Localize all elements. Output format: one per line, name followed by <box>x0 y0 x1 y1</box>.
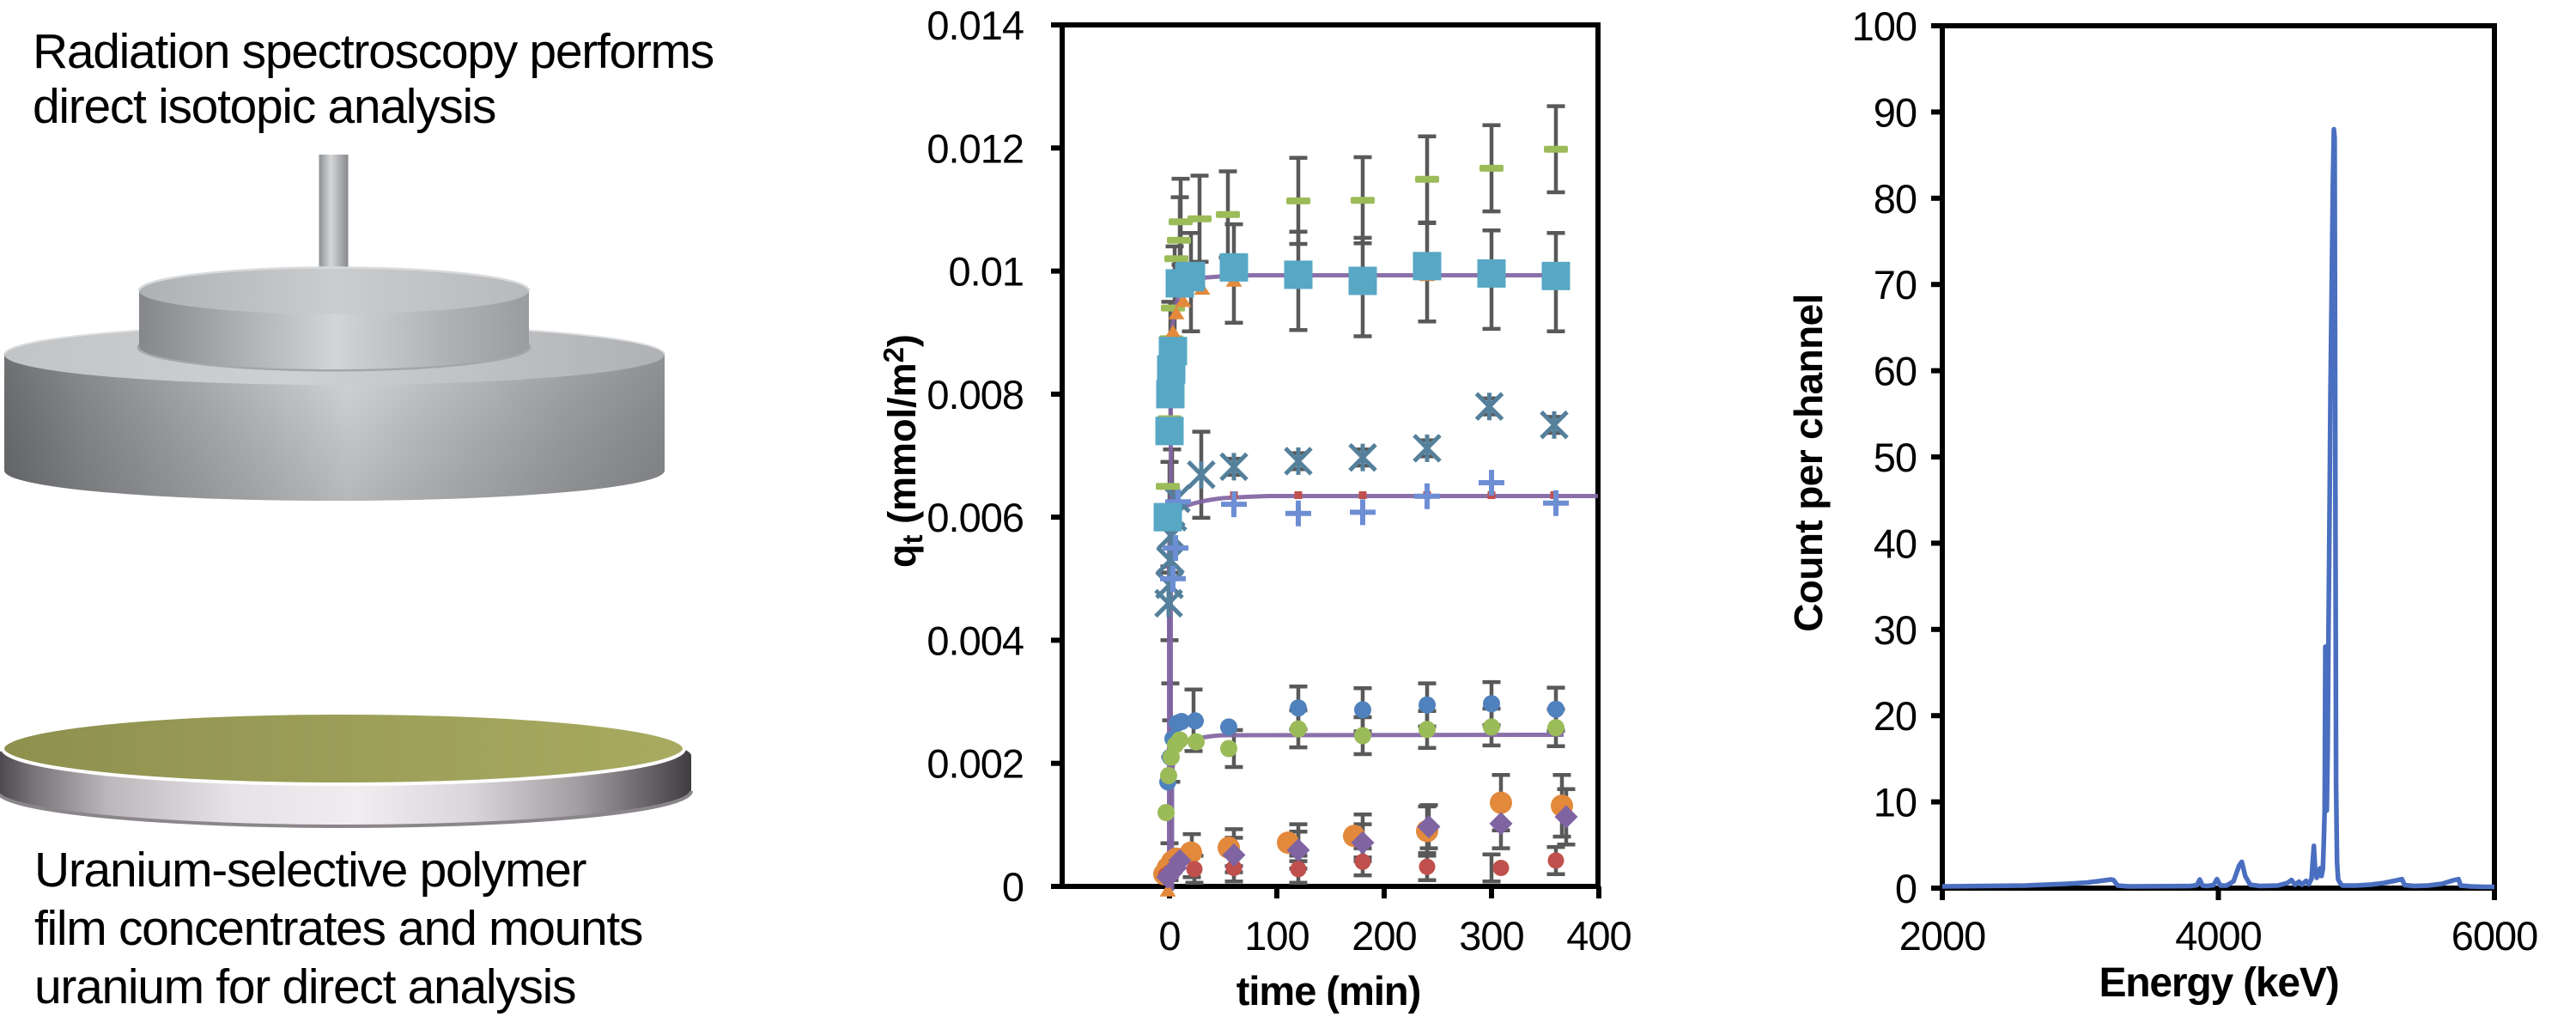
svg-text:300: 300 <box>1459 913 1523 959</box>
svg-text:qt (mmol/m2): qt (mmol/m2) <box>878 334 928 568</box>
svg-text:70: 70 <box>1874 262 1917 307</box>
svg-text:0.01: 0.01 <box>949 249 1024 295</box>
svg-text:100: 100 <box>1852 3 1917 49</box>
svg-text:40: 40 <box>1874 521 1917 566</box>
svg-text:Energy (keV): Energy (keV) <box>2099 960 2338 1006</box>
svg-text:0.006: 0.006 <box>927 495 1024 540</box>
svg-text:0.004: 0.004 <box>927 618 1024 663</box>
svg-text:4000: 4000 <box>2175 913 2262 959</box>
svg-text:0: 0 <box>1895 866 1917 911</box>
svg-text:50: 50 <box>1874 435 1917 480</box>
svg-text:10: 10 <box>1874 780 1917 825</box>
svg-text:0.002: 0.002 <box>927 741 1024 787</box>
svg-text:30: 30 <box>1874 607 1917 653</box>
svg-text:0.012: 0.012 <box>927 125 1024 171</box>
svg-text:20: 20 <box>1874 693 1917 739</box>
svg-text:uranium for direct analysis: uranium for direct analysis <box>34 959 575 1014</box>
svg-text:Uranium-selective polymer: Uranium-selective polymer <box>34 843 587 898</box>
svg-text:80: 80 <box>1874 176 1917 222</box>
svg-text:60: 60 <box>1874 349 1917 394</box>
svg-text:0: 0 <box>1158 913 1180 959</box>
svg-text:0: 0 <box>1002 864 1024 910</box>
svg-text:0.014: 0.014 <box>927 3 1024 48</box>
svg-text:direct isotopic analysis: direct isotopic analysis <box>33 79 495 134</box>
svg-text:100: 100 <box>1244 913 1309 959</box>
svg-text:film concentrates and mounts: film concentrates and mounts <box>34 901 642 956</box>
svg-text:200: 200 <box>1352 913 1416 959</box>
svg-text:0.008: 0.008 <box>927 372 1024 417</box>
svg-text:400: 400 <box>1566 913 1631 959</box>
svg-text:time (min): time (min) <box>1236 968 1421 1014</box>
svg-text:Radiation spectroscopy perform: Radiation spectroscopy performs <box>33 24 714 79</box>
svg-text:Count per channel: Count per channel <box>1786 294 1831 632</box>
svg-text:2000: 2000 <box>1899 913 1986 959</box>
svg-text:90: 90 <box>1874 89 1917 135</box>
svg-text:6000: 6000 <box>2451 913 2538 959</box>
